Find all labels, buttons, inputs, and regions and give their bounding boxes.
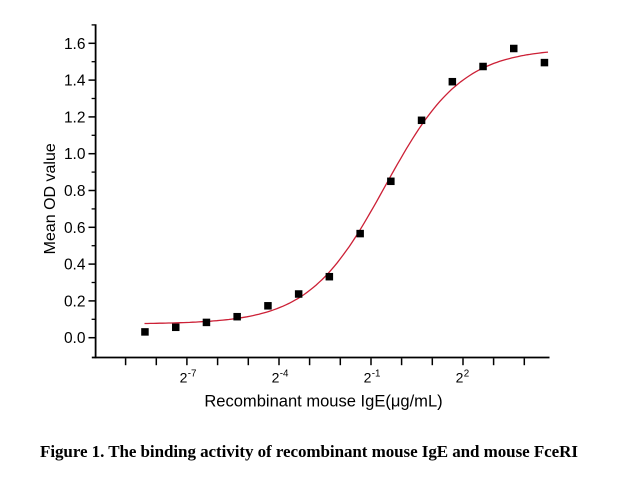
svg-text:1.2: 1.2 — [64, 109, 86, 126]
svg-text:2: 2 — [456, 370, 464, 386]
svg-text:2: 2 — [364, 370, 372, 386]
svg-text:Mean OD value: Mean OD value — [42, 143, 59, 254]
svg-text:0.0: 0.0 — [64, 330, 86, 347]
svg-text:0.4: 0.4 — [64, 257, 86, 274]
svg-text:0.2: 0.2 — [64, 293, 86, 310]
svg-text:0.8: 0.8 — [64, 183, 86, 200]
svg-text:2: 2 — [464, 369, 469, 380]
svg-text:1.6: 1.6 — [64, 36, 86, 53]
svg-text:0.6: 0.6 — [64, 220, 86, 237]
svg-text:-1: -1 — [372, 369, 381, 380]
svg-text:-7: -7 — [188, 369, 197, 380]
svg-text:Figure 1. The binding activity: Figure 1. The binding activity of recomb… — [40, 442, 578, 461]
svg-text:1.0: 1.0 — [64, 146, 86, 163]
svg-text:Recombinant mouse IgE(μg/mL): Recombinant mouse IgE(μg/mL) — [204, 392, 442, 411]
svg-text:1.4: 1.4 — [64, 73, 86, 90]
svg-text:-4: -4 — [280, 369, 289, 380]
svg-text:2: 2 — [180, 370, 188, 386]
svg-text:2: 2 — [272, 370, 280, 386]
